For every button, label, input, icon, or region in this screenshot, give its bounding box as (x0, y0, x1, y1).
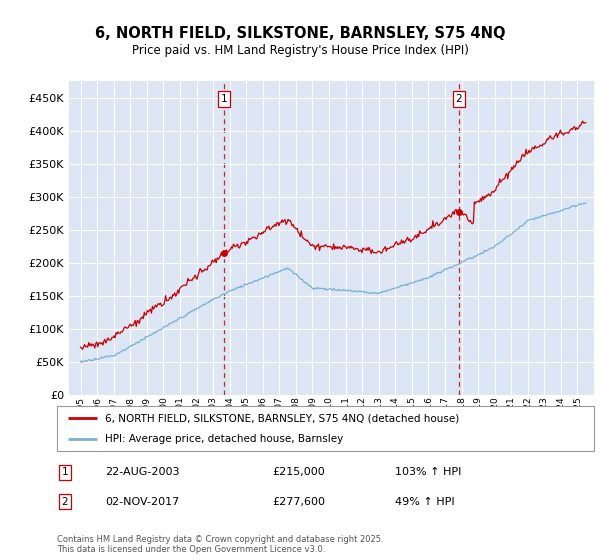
Text: HPI: Average price, detached house, Barnsley: HPI: Average price, detached house, Barn… (106, 433, 344, 444)
Text: 1: 1 (220, 94, 227, 104)
Text: 22-AUG-2003: 22-AUG-2003 (106, 468, 180, 478)
Text: £215,000: £215,000 (272, 468, 325, 478)
Text: 2: 2 (455, 94, 462, 104)
Text: 103% ↑ HPI: 103% ↑ HPI (395, 468, 461, 478)
Text: 1: 1 (62, 468, 68, 478)
FancyBboxPatch shape (57, 406, 594, 451)
Text: 6, NORTH FIELD, SILKSTONE, BARNSLEY, S75 4NQ: 6, NORTH FIELD, SILKSTONE, BARNSLEY, S75… (95, 26, 505, 41)
Text: 02-NOV-2017: 02-NOV-2017 (106, 497, 179, 507)
Text: Contains HM Land Registry data © Crown copyright and database right 2025.
This d: Contains HM Land Registry data © Crown c… (57, 535, 383, 554)
Text: 49% ↑ HPI: 49% ↑ HPI (395, 497, 455, 507)
Text: 6, NORTH FIELD, SILKSTONE, BARNSLEY, S75 4NQ (detached house): 6, NORTH FIELD, SILKSTONE, BARNSLEY, S75… (106, 413, 460, 423)
Text: Price paid vs. HM Land Registry's House Price Index (HPI): Price paid vs. HM Land Registry's House … (131, 44, 469, 57)
Text: 2: 2 (62, 497, 68, 507)
Text: £277,600: £277,600 (272, 497, 325, 507)
